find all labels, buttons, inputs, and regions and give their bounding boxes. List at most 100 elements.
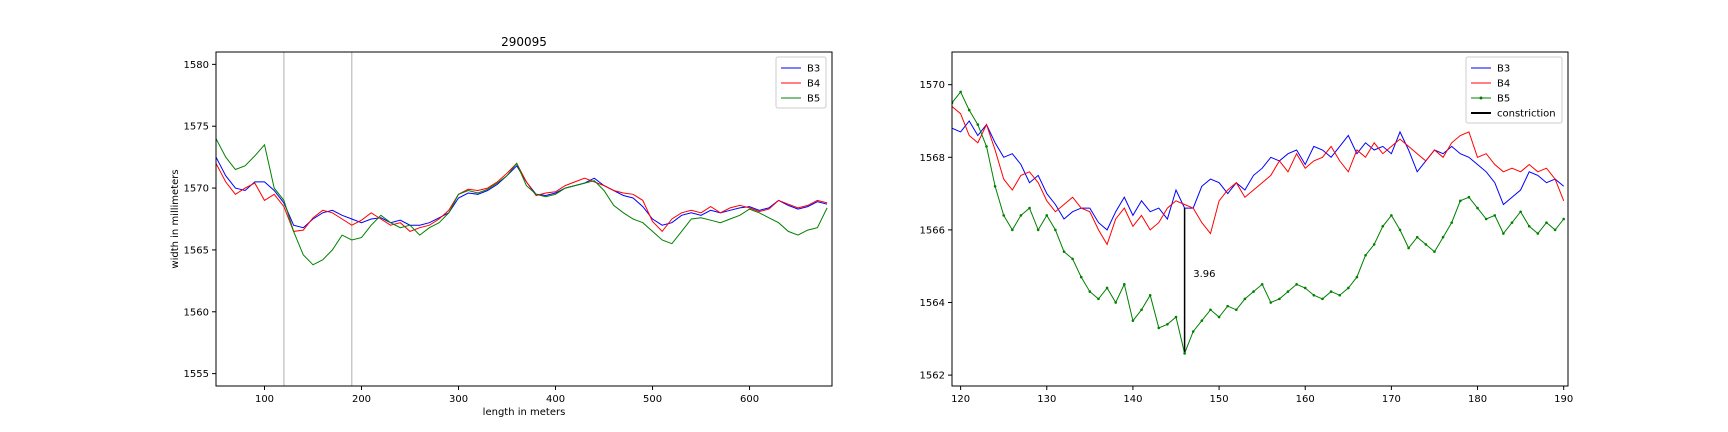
- chart-right-y-tick-label: 1562: [920, 371, 945, 382]
- b5-point: [1062, 250, 1066, 253]
- b5-point: [1071, 257, 1074, 261]
- chart-left-series: [216, 138, 828, 266]
- b5-point: [1355, 275, 1359, 279]
- b5-point: [1286, 290, 1290, 293]
- chart-left-series-b4-line: [216, 162, 828, 233]
- chart-right-legend-label-b3: B3: [1497, 64, 1510, 75]
- b5-point: [1269, 301, 1273, 304]
- chart-right-legend: B3 B4 B5 constriction: [1465, 56, 1563, 124]
- b5-point: [1347, 286, 1350, 290]
- b5-point: [1364, 254, 1367, 257]
- chart-right-series-b3-line: [952, 120, 1565, 231]
- b5-point: [1278, 297, 1281, 301]
- chart-left-x-tick-label: 300: [449, 394, 468, 405]
- b5-point: [1243, 297, 1247, 301]
- chart-right-x-ticks: 120 130 140 150 160 170 180 190: [951, 386, 1573, 405]
- chart-left-y-ticks: 1555 1560 1565 1570 1575 1580: [184, 60, 216, 380]
- b5-point: [1166, 322, 1169, 326]
- b5-point: [959, 90, 962, 94]
- b5-point: [1200, 319, 1204, 322]
- b5-point: [1493, 214, 1497, 217]
- chart-left-x-axis-label: length in meters: [483, 407, 566, 418]
- b5-point: [1415, 235, 1419, 239]
- b5-point: [1295, 283, 1298, 286]
- b5-point: [985, 145, 988, 148]
- b5-point: [1045, 214, 1049, 217]
- b5-point: [1088, 290, 1092, 293]
- b5-point: [976, 123, 980, 126]
- chart-left-y-tick-label: 1580: [184, 60, 209, 71]
- chart-right-x-tick-label: 170: [1382, 394, 1401, 405]
- b5-point: [1209, 308, 1212, 312]
- chart-right-x-tick-label: 150: [1210, 394, 1229, 405]
- chart-right-y-tick-label: 1564: [920, 298, 945, 309]
- chart-left-y-tick-label: 1575: [184, 122, 209, 133]
- chart-right-y-tick-label: 1568: [920, 153, 945, 164]
- b5-point: [1191, 330, 1195, 333]
- b5-point: [1217, 315, 1221, 319]
- b5-point: [1510, 221, 1514, 224]
- chart-right-y-tick-label: 1570: [920, 80, 945, 91]
- b5-point: [1329, 290, 1333, 293]
- b5-point: [1441, 235, 1445, 239]
- b5-point: [1079, 275, 1083, 279]
- b5-point: [1338, 293, 1341, 297]
- b5-point: [1381, 224, 1385, 228]
- b5-point: [1312, 293, 1316, 297]
- chart-left-x-tick-label: 200: [352, 394, 371, 405]
- chart-right-series: [952, 90, 1565, 355]
- chart-right-y-tick-label: 1566: [920, 225, 945, 236]
- b5-point: [1450, 221, 1453, 224]
- chart-right-x-tick-label: 180: [1468, 394, 1487, 405]
- chart-right-legend-label-b5: B5: [1497, 94, 1510, 105]
- b5-point: [1502, 232, 1505, 235]
- b5-point: [967, 108, 971, 112]
- b5-point: [1527, 224, 1531, 228]
- chart-left-x-tick-label: 500: [643, 394, 662, 405]
- b5-point: [1467, 195, 1471, 199]
- chart-left-legend-label-b4: B4: [807, 79, 820, 90]
- chart-left-y-tick-label: 1565: [184, 245, 209, 256]
- b5-point: [1011, 228, 1014, 232]
- b5-point: [1097, 297, 1100, 301]
- constriction-value-label: 3.96: [1193, 269, 1215, 280]
- b5-point: [1433, 250, 1436, 253]
- b5-point: [1183, 352, 1186, 355]
- b5-point: [1390, 214, 1393, 217]
- chart-left: 290095 100 200 300 400 500 600 15551560156515…: [170, 35, 833, 418]
- b5-point: [1226, 304, 1229, 308]
- b5-point: [1002, 214, 1005, 217]
- chart-right-x-tick-label: 130: [1037, 394, 1056, 405]
- chart-left-x-tick-label: 400: [546, 394, 565, 405]
- b5-point: [1424, 243, 1428, 246]
- b5-point: [1519, 210, 1522, 214]
- b5-point: [1036, 228, 1040, 232]
- b5-point: [993, 185, 997, 188]
- chart-right-x-tick-label: 160: [1296, 394, 1315, 405]
- b5-point: [1536, 232, 1540, 235]
- b5-point: [1174, 315, 1178, 319]
- b5-point: [1123, 283, 1126, 286]
- chart-left-title: 290095: [501, 35, 547, 49]
- chart-left-frame: [215, 51, 833, 387]
- chart-left-legend-label-b5: B5: [807, 94, 820, 105]
- b5-point: [1476, 206, 1479, 210]
- chart-left-y-tick-label: 1560: [184, 307, 209, 318]
- chart-left-x-tick-label: 600: [740, 394, 759, 405]
- b5-point: [1407, 246, 1410, 250]
- chart-left-x-ticks: 100 200 300 400 500 600: [255, 386, 759, 405]
- chart-right-legend-box: [1465, 56, 1563, 124]
- b5-point: [1303, 286, 1307, 290]
- chart-right-series-b4-line: [952, 106, 1565, 246]
- chart-right-x-tick-label: 140: [1123, 394, 1142, 405]
- chart-left-y-tick-label: 1570: [184, 184, 209, 195]
- chart-right-legend-marker-b5: [1479, 96, 1483, 100]
- b5-point: [1372, 243, 1376, 246]
- b5-point: [1398, 228, 1402, 232]
- chart-right-frame: [951, 51, 1569, 387]
- b5-point: [1140, 308, 1143, 312]
- chart-right-legend-label-b4: B4: [1497, 79, 1510, 90]
- b5-point: [1028, 206, 1031, 210]
- chart-left-x-tick-label: 100: [255, 394, 274, 405]
